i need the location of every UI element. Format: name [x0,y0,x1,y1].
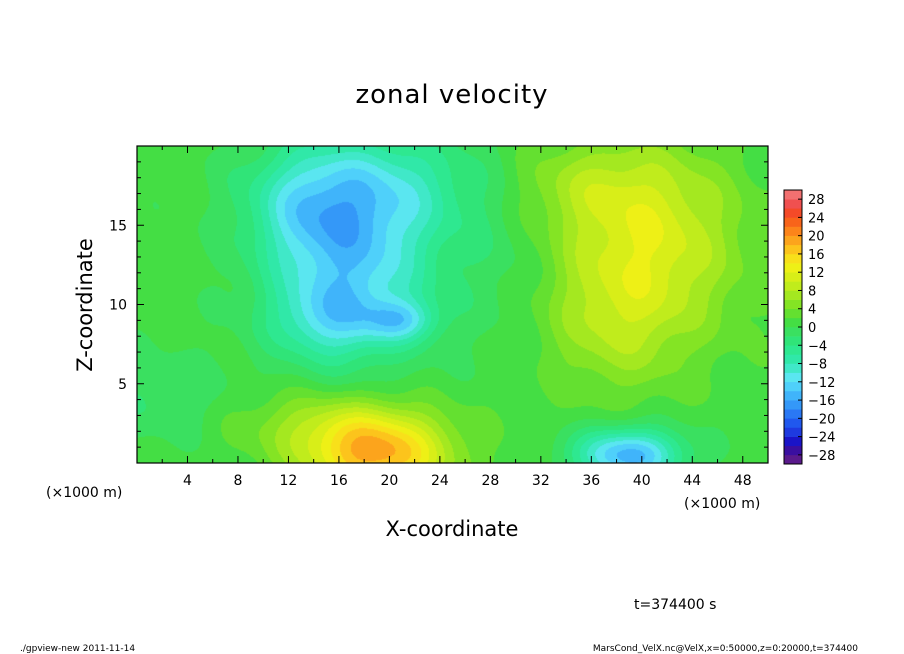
colorbar-label: −28 [808,449,835,464]
x-tick-label: 12 [280,473,298,489]
x-tick-label: 20 [380,473,398,489]
footer-right: MarsCond_VelX.nc@VelX,x=0:50000,z=0:2000… [593,644,858,654]
colorbar-label: −4 [808,339,827,354]
colorbar-segment [784,418,802,428]
x-tick-label: 36 [582,473,600,489]
colorbar-segment [784,199,802,209]
x-tick-label: 4 [183,473,192,489]
colorbar-label: 8 [808,284,816,299]
colorbar-segment [784,281,802,291]
chart-title: zonal velocity [355,80,548,110]
colorbar-segment [784,363,802,373]
colorbar-segment [784,354,802,364]
colorbar-label: 0 [808,321,816,336]
colorbar-label: −24 [808,431,835,446]
y-tick-label: 15 [109,218,127,234]
x-unit-label-left: (×1000 m) [46,485,122,501]
colorbar-label: 12 [808,266,825,281]
colorbar-segment [784,253,802,264]
x-tick-label: 24 [431,473,449,489]
colorbar-segment [784,308,802,319]
colorbar-segment [784,390,802,401]
colorbar-label: −16 [808,394,835,409]
colorbar-segment [784,290,802,300]
colorbar-label: −12 [808,376,835,391]
x-axis: 4 8 12 16 20 24 28 32 36 40 44 48 [161,146,752,489]
colorbar-segment [784,372,802,383]
y-axis-title: Z-coordinate [73,238,97,372]
x-axis-title: X-coordinate [386,517,519,541]
colorbar-label: 4 [808,303,816,318]
velocity-field [137,146,768,463]
colorbar-segment [784,427,802,437]
colorbar-segment [784,190,802,200]
x-unit-label-right: (×1000 m) [684,496,760,512]
colorbar-segment [784,226,802,236]
colorbar-segment [784,272,802,282]
colorbar-label: 24 [808,211,825,226]
y-tick-label: 5 [118,377,127,393]
colorbar-segment [784,235,802,246]
colorbar-label: −20 [808,412,835,427]
colorbar-segment [784,345,802,355]
x-tick-label: 8 [233,473,242,489]
y-axis: 5 10 15 [109,161,768,448]
colorbar-segment [784,317,802,328]
plot-area [136,145,769,464]
colorbar-segment [784,409,802,419]
colorbar-label: 28 [808,193,825,208]
colorbar-segment [784,445,802,456]
x-tick-label: 40 [633,473,651,489]
colorbar-label: 16 [808,248,825,263]
colorbar-segment [784,381,802,392]
x-tick-label: 44 [683,473,701,489]
colorbar-segment [784,327,802,337]
colorbar-segment [784,208,802,218]
colorbar-segment [784,400,802,410]
x-tick-label: 16 [330,473,348,489]
colorbar-segment [784,454,802,465]
colorbar-segment [784,299,802,310]
time-annotation: t=374400 s [634,597,716,613]
footer-left: ./gpview-new 2011-11-14 [20,644,135,654]
colorbar-label: 20 [808,230,825,245]
colorbar-segment [784,336,802,346]
colorbar-segment [784,436,802,447]
colorbar-segment [784,244,802,255]
colorbar-segment [784,263,802,273]
colorbar-label: −8 [808,358,827,373]
y-tick-label: 10 [109,298,127,314]
x-tick-label: 28 [481,473,499,489]
x-tick-label: 32 [532,473,550,489]
colorbar: 28 24 20 16 12 8 4 0 −4 −8 −12 −16 −20 −24 −28 [783,189,835,465]
x-tick-label: 48 [734,473,752,489]
colorbar-segment [784,217,802,227]
